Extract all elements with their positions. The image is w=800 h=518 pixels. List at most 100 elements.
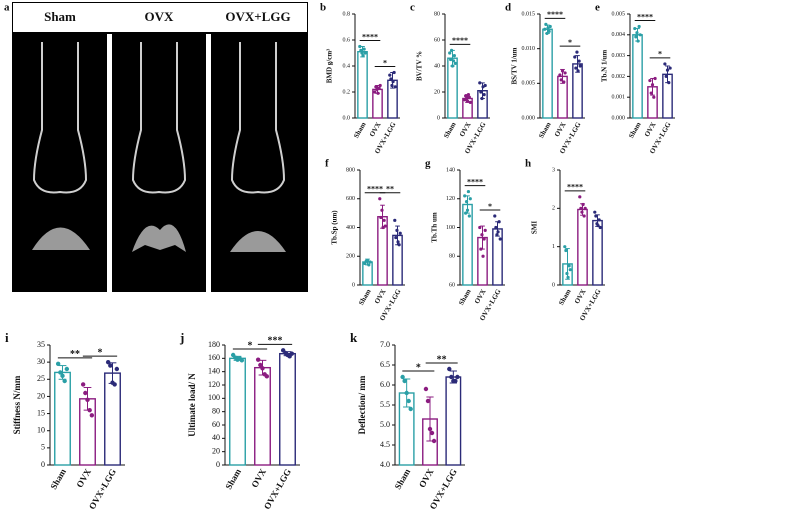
y-tick-label: 0.000 bbox=[522, 115, 536, 121]
femur-lgg bbox=[230, 42, 286, 194]
data-point bbox=[365, 258, 370, 263]
data-point bbox=[579, 206, 583, 210]
data-point bbox=[667, 81, 671, 85]
data-point bbox=[447, 366, 452, 372]
data-point bbox=[468, 197, 472, 201]
column-header: OVX bbox=[145, 9, 175, 24]
y-tick-label: 60 bbox=[434, 37, 440, 43]
y-tick-label: 20 bbox=[37, 391, 45, 400]
data-point bbox=[408, 406, 413, 412]
x-tick-label: Sham bbox=[442, 121, 458, 140]
data-point bbox=[378, 83, 382, 88]
y-tick-label: 30 bbox=[37, 357, 45, 366]
x-tick-label: OVX bbox=[417, 467, 436, 490]
trabecular-renderings bbox=[32, 224, 286, 252]
data-point bbox=[498, 237, 502, 241]
y-axis-label: Deflection/ mm bbox=[357, 375, 367, 434]
y-tick-label: 0.003 bbox=[612, 53, 626, 59]
data-point bbox=[564, 248, 568, 253]
significance-label: *** bbox=[268, 336, 283, 347]
y-tick-label: 25 bbox=[37, 374, 45, 383]
y-tick-label: 140 bbox=[208, 366, 220, 375]
x-tick-label: Sham bbox=[223, 467, 243, 491]
data-point bbox=[493, 214, 497, 218]
data-point bbox=[360, 51, 364, 55]
data-point bbox=[112, 382, 117, 387]
data-point bbox=[558, 73, 562, 77]
data-point bbox=[64, 366, 70, 372]
data-point bbox=[449, 57, 453, 62]
y-tick-label: 0.005 bbox=[612, 11, 626, 17]
data-point bbox=[545, 31, 549, 36]
data-point bbox=[391, 80, 395, 84]
significance-label: **** bbox=[637, 12, 653, 21]
y-tick-label: 0.000 bbox=[612, 115, 626, 121]
y-tick-label: 60 bbox=[212, 420, 220, 429]
data-point bbox=[255, 357, 261, 362]
data-point bbox=[583, 206, 587, 210]
data-point bbox=[633, 26, 637, 31]
data-point bbox=[463, 194, 467, 198]
data-point bbox=[560, 69, 565, 73]
y-tick-label: 200 bbox=[346, 254, 355, 260]
y-tick-label: 40 bbox=[212, 433, 220, 442]
data-point bbox=[393, 218, 397, 222]
y-axis-label: Tb.Th um bbox=[431, 212, 439, 243]
data-point bbox=[359, 48, 363, 53]
y-axis-label: Tb.N 1/um bbox=[601, 50, 609, 82]
y-tick-label: 0.4 bbox=[343, 63, 351, 69]
data-point bbox=[494, 225, 498, 230]
data-point bbox=[423, 386, 429, 392]
y-tick-label: 4.5 bbox=[380, 440, 390, 449]
panel-label: h bbox=[525, 158, 531, 170]
data-point bbox=[481, 254, 485, 258]
data-point bbox=[652, 95, 656, 99]
data-point bbox=[576, 69, 580, 73]
significance-label: * bbox=[488, 202, 492, 211]
data-point bbox=[597, 218, 601, 222]
data-point bbox=[58, 370, 63, 375]
y-tick-label: 80 bbox=[212, 406, 220, 415]
data-point bbox=[60, 373, 65, 379]
bar bbox=[54, 371, 71, 466]
data-point bbox=[593, 210, 597, 214]
y-tick-label: 0.2 bbox=[343, 89, 351, 95]
data-point bbox=[55, 361, 61, 367]
bar bbox=[577, 208, 588, 286]
y-tick-label: 15 bbox=[37, 408, 45, 417]
data-point bbox=[449, 48, 454, 53]
trabecular-sham bbox=[32, 227, 90, 250]
y-tick-label: 20 bbox=[434, 89, 440, 95]
data-point bbox=[449, 374, 454, 380]
data-point bbox=[544, 22, 548, 26]
y-axis-label: Stiffness N/mm bbox=[12, 375, 22, 434]
data-point bbox=[577, 59, 581, 63]
x-tick-label: OVX bbox=[458, 121, 473, 138]
x-tick-label: Sham bbox=[393, 467, 413, 491]
data-point bbox=[465, 208, 470, 212]
chart-panel: j Ultimate load/ N 0 20 40 60 80 100 120 140 160 18… bbox=[179, 330, 300, 511]
data-point bbox=[664, 74, 668, 78]
y-tick-label: 10 bbox=[37, 426, 45, 435]
data-point bbox=[548, 24, 552, 29]
y-tick-label: 6.5 bbox=[380, 360, 390, 369]
data-point bbox=[358, 44, 362, 49]
significance-label: * bbox=[658, 50, 662, 59]
bar bbox=[492, 228, 503, 286]
data-point bbox=[653, 76, 657, 81]
data-point bbox=[650, 83, 655, 87]
data-point bbox=[239, 358, 245, 363]
data-point bbox=[455, 374, 460, 380]
x-tick-label: OVX bbox=[553, 121, 568, 138]
y-tick-label: 80 bbox=[449, 254, 455, 260]
y-tick-label: 0.005 bbox=[522, 81, 536, 87]
data-point bbox=[478, 225, 482, 230]
data-point bbox=[596, 223, 600, 228]
data-point bbox=[389, 77, 393, 81]
data-point bbox=[464, 96, 469, 101]
column-header: Sham bbox=[44, 9, 76, 24]
data-point bbox=[635, 31, 639, 35]
